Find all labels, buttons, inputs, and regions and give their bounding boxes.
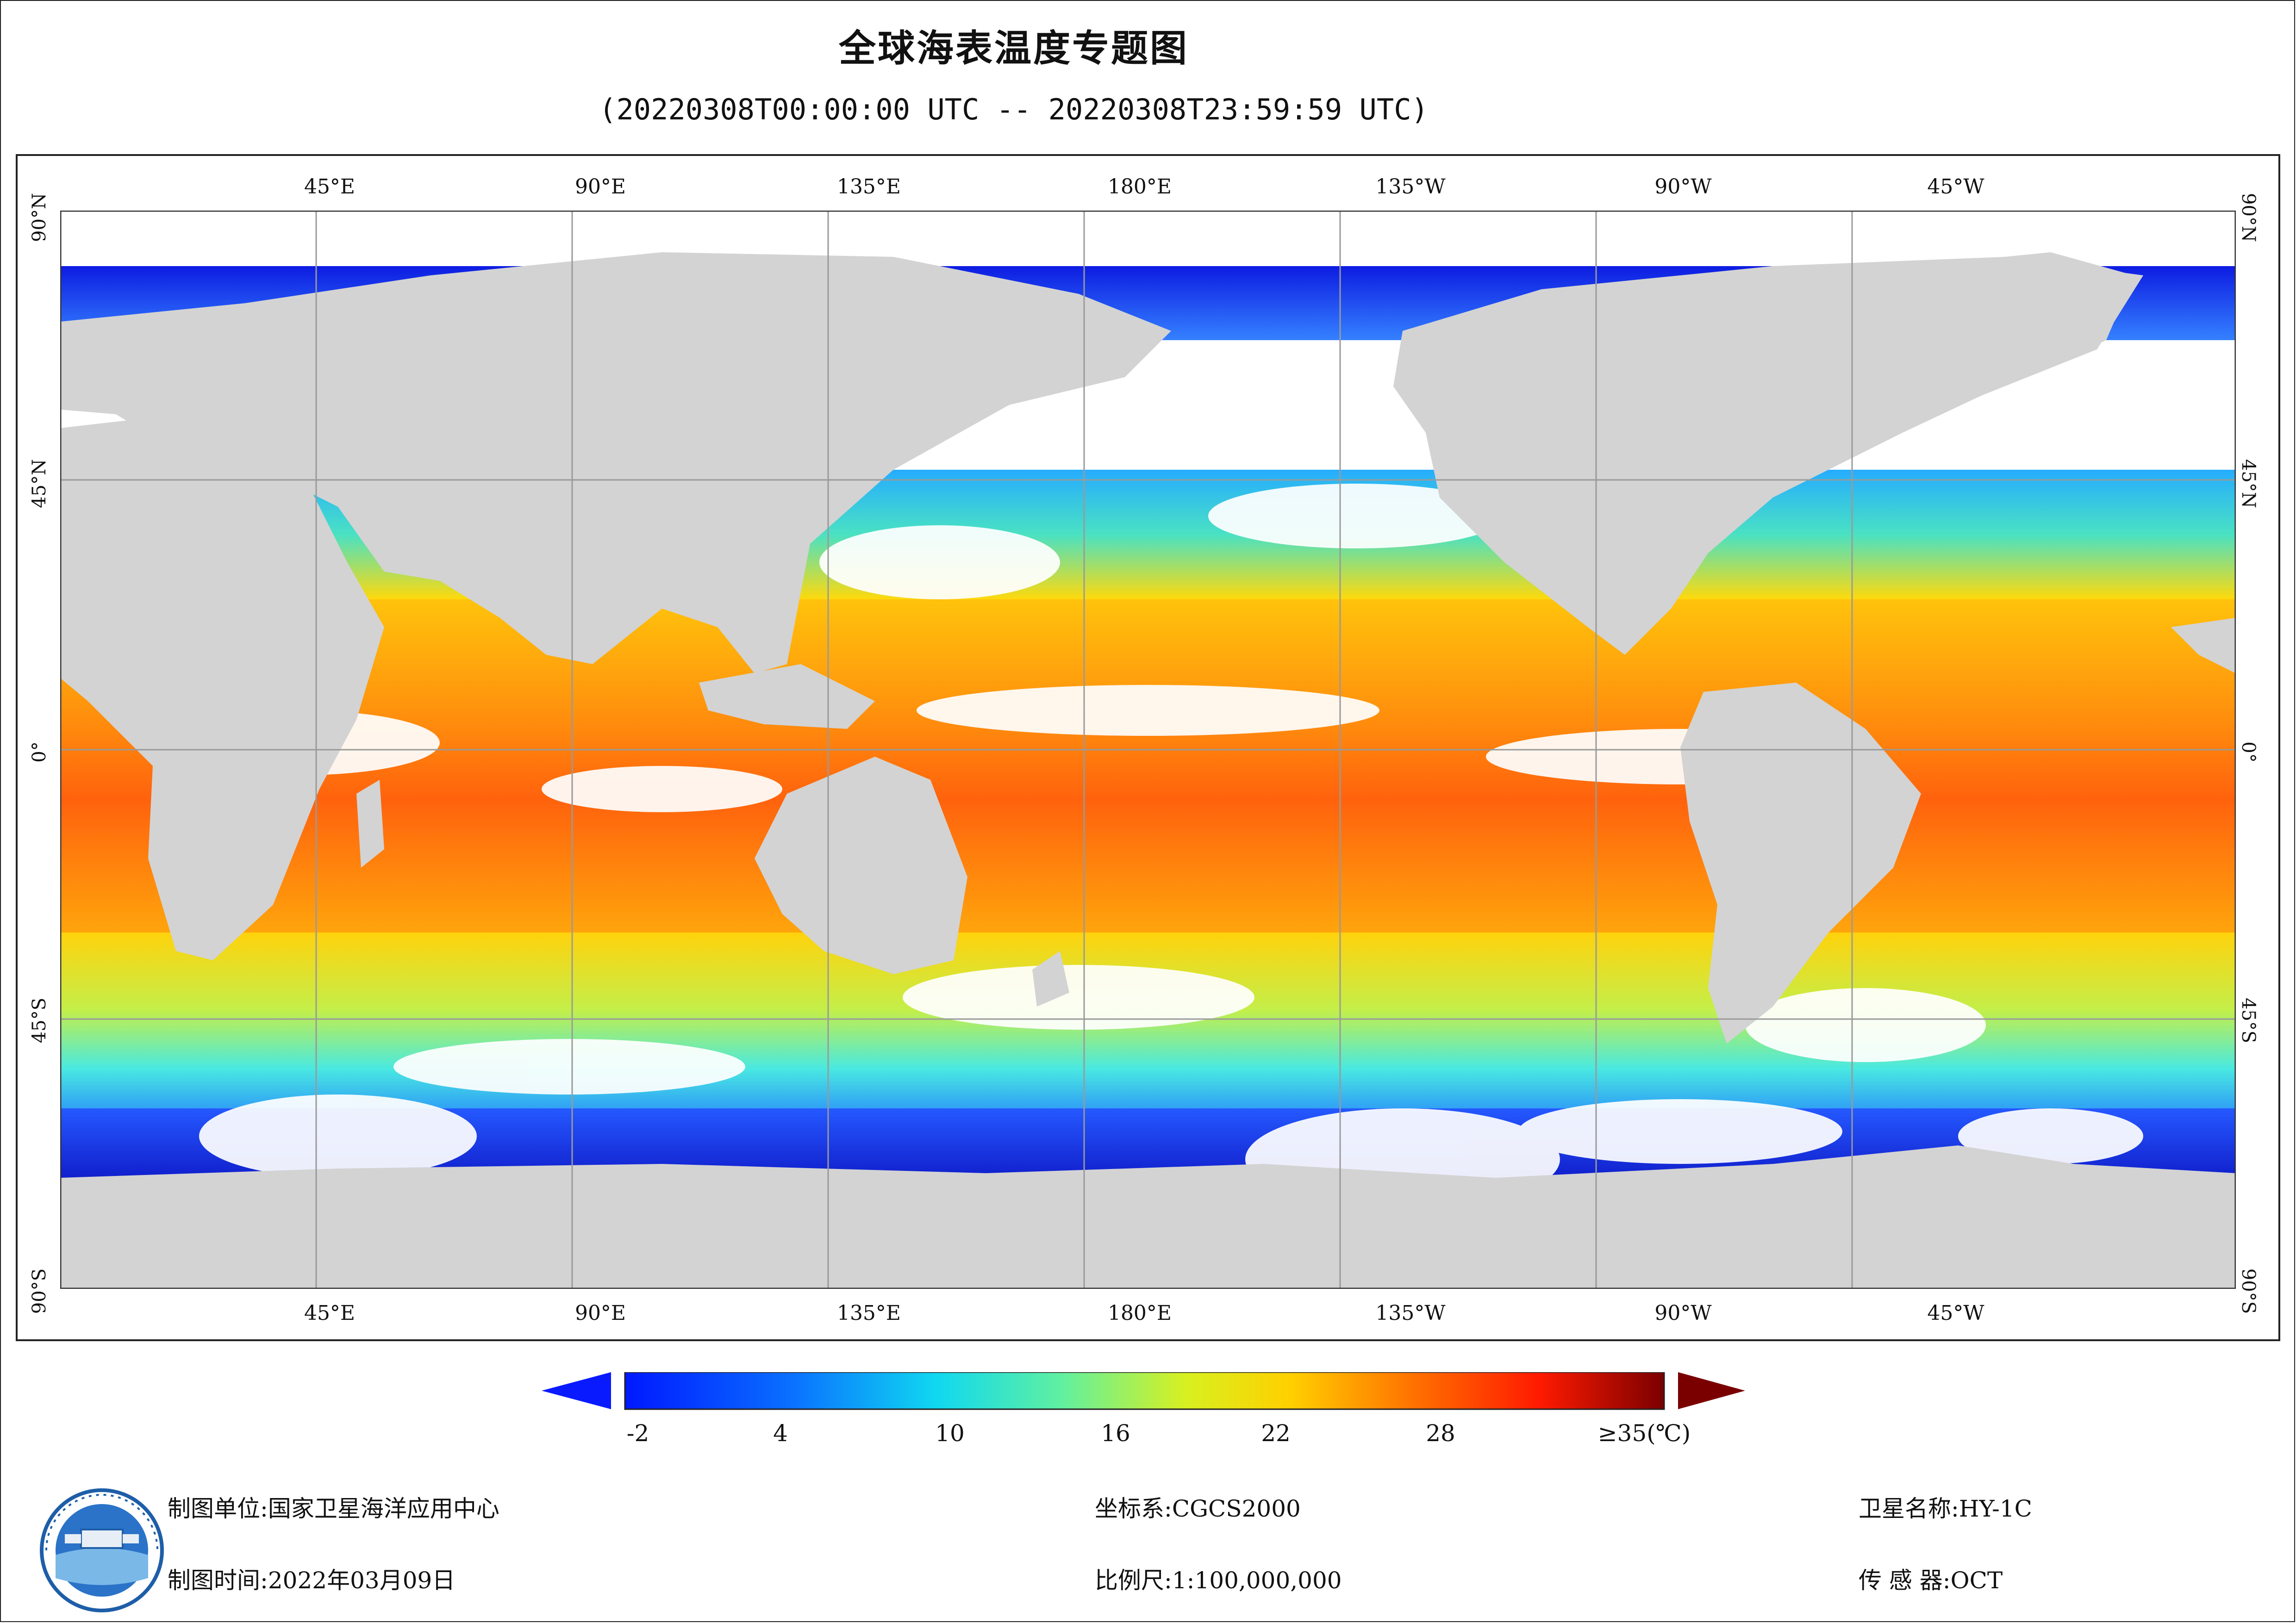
sensor-label: 传 感 器: — [1859, 1567, 1951, 1594]
map-frame — [16, 154, 2280, 1341]
colorbar-low-extend-arrow — [542, 1372, 611, 1409]
lon-label-bottom: 90°E — [574, 1301, 626, 1325]
org-row: 制图单位:国家卫星海洋应用中心 — [168, 1490, 499, 1524]
land-maritime-asia — [699, 664, 875, 729]
satellite-value: HY-1C — [1959, 1495, 2032, 1522]
lon-label-bottom: 45°W — [1927, 1301, 1984, 1325]
land-north-america — [1393, 257, 2143, 655]
cloud-gap — [393, 1039, 745, 1094]
sst-map — [60, 211, 2236, 1289]
cloud-gap — [1958, 1108, 2143, 1164]
cloud-gap — [199, 1094, 477, 1178]
lat-label-left: 45°S — [29, 997, 50, 1044]
cloud-gap — [542, 766, 782, 812]
page-title: 全球海表温度专题图 — [839, 27, 1189, 70]
lat-label-left: 45°N — [29, 459, 50, 508]
organization-logo — [40, 1488, 164, 1612]
colorbar-tick: ≥35(℃) — [1597, 1420, 1691, 1447]
lat-label-right: 90°S — [2238, 1268, 2259, 1314]
colorbar-tick: 4 — [773, 1420, 788, 1447]
map-outline — [60, 211, 2236, 1289]
colorbar — [542, 1372, 1745, 1410]
land-south-america — [1680, 683, 1921, 1044]
scale-row: 比例尺:1:100,000,000 — [1095, 1562, 1342, 1595]
time-label: 制图时间: — [168, 1567, 268, 1594]
lon-label-top: 180°E — [1107, 175, 1172, 199]
lat-label-right: 0° — [2238, 741, 2259, 763]
satellite-row: 卫星名称:HY-1C — [1859, 1490, 2032, 1524]
crs-label: 坐标系: — [1095, 1495, 1172, 1522]
sensor-value: OCT — [1950, 1567, 2003, 1594]
land-africa-west-edge — [2171, 618, 2236, 673]
colorbar-high-extend-arrow — [1678, 1372, 1745, 1409]
time-range-subtitle: (20220308T00:00:00 UTC -- 20220308T23:59… — [599, 93, 1429, 126]
time-row: 制图时间:2022年03月09日 — [168, 1562, 455, 1595]
lon-label-top: 90°W — [1654, 175, 1712, 199]
satellite-label: 卫星名称: — [1859, 1495, 1959, 1522]
lat-label-right: 45°S — [2238, 997, 2259, 1044]
cloud-gap — [1208, 484, 1504, 548]
land-new-zealand — [1032, 951, 1069, 1007]
colorbar-tick: 10 — [935, 1420, 965, 1447]
lat-label-left: 90°N — [29, 193, 50, 242]
time-value: 2022年03月09日 — [268, 1567, 455, 1594]
land-eurasia — [60, 252, 1171, 673]
scale-label: 比例尺: — [1095, 1567, 1172, 1594]
colorbar-tick: -2 — [626, 1420, 649, 1447]
lon-label-bottom: 135°E — [836, 1301, 901, 1325]
colorbar-gradient — [624, 1372, 1665, 1410]
org-value: 国家卫星海洋应用中心 — [268, 1495, 499, 1522]
lon-label-bottom: 180°E — [1107, 1301, 1172, 1325]
lon-label-bottom: 45°E — [304, 1301, 356, 1325]
land-madagascar — [356, 780, 384, 868]
land-africa — [60, 414, 384, 960]
lon-label-top: 45°W — [1927, 175, 1984, 199]
crs-value: CGCS2000 — [1172, 1495, 1301, 1522]
lon-label-bottom: 135°W — [1375, 1301, 1446, 1325]
lat-label-left: 90°S — [29, 1268, 50, 1314]
lon-label-top: 135°E — [836, 175, 901, 199]
sensor-row: 传 感 器:OCT — [1859, 1562, 2003, 1595]
crs-row: 坐标系:CGCS2000 — [1095, 1490, 1301, 1524]
lat-label-right: 90°N — [2238, 193, 2259, 242]
colorbar-tick: 16 — [1101, 1420, 1130, 1447]
lat-label-left: 0° — [29, 741, 50, 763]
land-australia — [755, 757, 967, 974]
scale-value: 1:100,000,000 — [1172, 1567, 1342, 1594]
lon-label-top: 90°E — [574, 175, 626, 199]
sst-bands — [60, 266, 2236, 1192]
cloud-gap — [917, 685, 1379, 736]
colorbar-tick: 28 — [1426, 1420, 1455, 1447]
cloud-gap — [1745, 988, 1986, 1062]
org-label: 制图单位: — [168, 1495, 268, 1522]
graticule — [60, 211, 2236, 1289]
lon-label-top: 45°E — [304, 175, 356, 199]
cloud-gap — [903, 965, 1254, 1030]
cloud-gap — [819, 525, 1060, 599]
colorbar-tick: 22 — [1261, 1420, 1291, 1447]
lon-label-top: 135°W — [1375, 175, 1446, 199]
land-greenland — [1912, 252, 2134, 377]
lon-label-bottom: 90°W — [1654, 1301, 1712, 1325]
cloud-gap — [1518, 1099, 1842, 1164]
land-masses — [60, 252, 2236, 1289]
lat-label-right: 45°N — [2238, 459, 2259, 508]
land-antarctica — [60, 1145, 2236, 1289]
